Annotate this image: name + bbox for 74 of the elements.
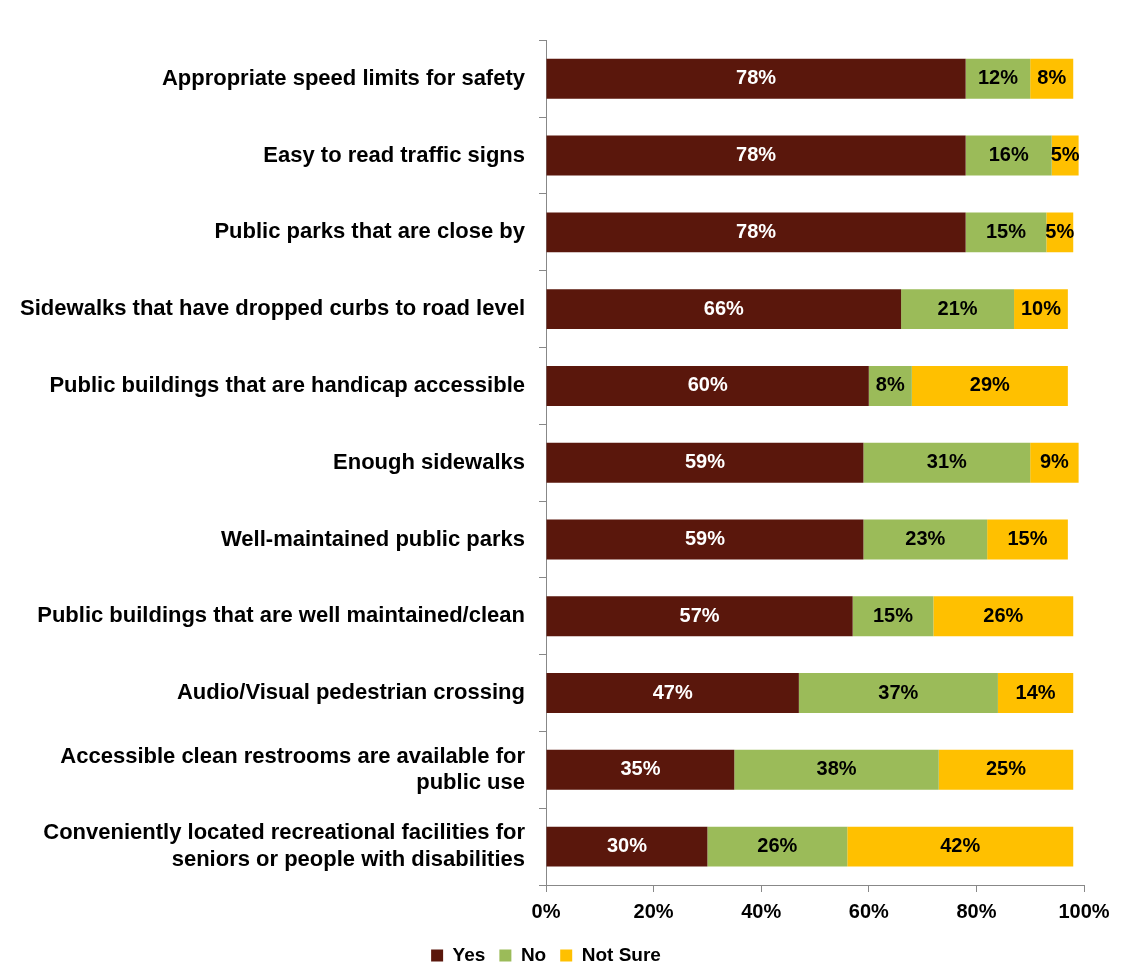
bar (546, 749, 735, 790)
data-label: 35% (620, 757, 661, 780)
data-label: 47% (652, 680, 693, 703)
y-tick-label: Public buildings that are handicap accessible (49, 371, 525, 397)
bar (546, 135, 966, 176)
y-tick-label: Audio/Visual pedestrian crossing (176, 679, 525, 705)
data-label: 12% (977, 66, 1019, 89)
data-label: 29% (969, 373, 1011, 396)
bar (847, 826, 1074, 867)
y-tick-label: Public parks that are close by (214, 218, 526, 244)
bar (863, 442, 1031, 483)
x-tick-label: 20% (633, 899, 674, 922)
y-tick-label: Appropriate speed limits for safety (161, 64, 526, 90)
bar (546, 519, 864, 560)
y-tick-label: Well-maintained public parks (221, 525, 525, 551)
bar (546, 58, 966, 99)
data-label: 14% (1015, 680, 1056, 703)
data-label: 21% (937, 296, 978, 319)
bar (546, 289, 902, 330)
data-label: 38% (816, 757, 857, 780)
data-label: 37% (878, 680, 919, 703)
data-label: 15% (1007, 527, 1048, 549)
x-tick-label: 100% (1058, 899, 1110, 922)
data-label: 57% (679, 603, 720, 626)
x-tick-label: 40% (741, 899, 782, 922)
y-tick-label: Easy to read traffic signs (263, 141, 525, 167)
data-label: 26% (983, 603, 1024, 626)
legend-label: Not Sure (581, 943, 661, 965)
legend-label: No (520, 943, 547, 965)
legend-label: Yes (452, 943, 486, 965)
data-label: 59% (684, 527, 726, 549)
y-tick-label: Enough sidewalks (333, 448, 525, 474)
bar (707, 826, 848, 867)
data-label: 59% (684, 450, 726, 473)
data-label: 60% (687, 373, 728, 396)
bar (546, 212, 966, 253)
data-label: 30% (606, 834, 648, 857)
x-tick-label: 60% (848, 899, 890, 922)
bar (734, 749, 939, 790)
data-label: 26% (757, 834, 798, 857)
data-label: 78% (736, 66, 777, 89)
bar (901, 289, 1015, 330)
data-label: 8% (1037, 66, 1067, 89)
data-label: 10% (1020, 296, 1062, 319)
bar (546, 826, 708, 867)
data-label: 16% (988, 143, 1029, 166)
data-label: 66% (703, 296, 745, 319)
data-label: 8% (875, 373, 905, 396)
y-tick-label: Sidewalks that have dropped curbs to road level (20, 295, 525, 321)
bar (546, 596, 853, 637)
x-tick-label: 0% (531, 899, 561, 922)
data-label: 9% (1039, 450, 1070, 473)
data-label: 15% (872, 603, 914, 626)
y-tick-label: Public buildings that are well maintained/clean (37, 602, 525, 628)
data-label: 5% (1050, 143, 1080, 166)
bar (798, 673, 998, 714)
y-tick-label: Accessible clean restrooms are available for public use (60, 742, 526, 795)
bar (938, 749, 1074, 790)
data-label: 23% (905, 527, 946, 549)
data-label: 42% (940, 834, 981, 857)
data-label: 31% (926, 450, 968, 473)
bar (911, 365, 1068, 406)
data-label: 78% (736, 143, 777, 166)
data-label: 15% (985, 219, 1027, 242)
x-tick-label: 80% (956, 899, 997, 922)
bar (933, 596, 1074, 637)
data-label: 78% (736, 219, 777, 242)
bar (965, 135, 1052, 176)
bar (863, 519, 988, 560)
y-tick-label: Conveniently located recreational facilities for seniors or people with disabilities (43, 819, 526, 871)
data-label: 25% (985, 757, 1027, 780)
bar (546, 673, 799, 714)
bar (546, 442, 864, 483)
bar (546, 365, 869, 406)
